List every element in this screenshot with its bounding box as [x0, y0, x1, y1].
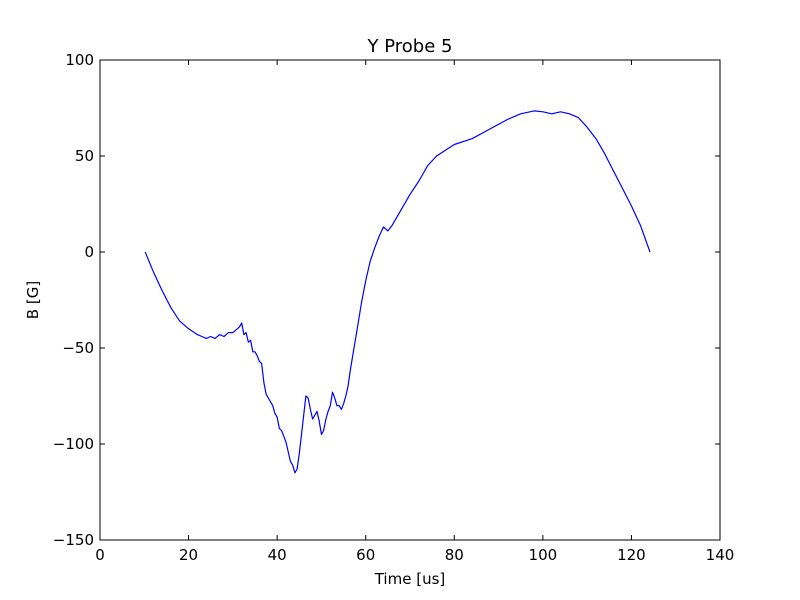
x-tick-label: 0	[95, 546, 105, 564]
y-axis-label: B [G]	[24, 281, 42, 319]
x-tick-label: 120	[617, 546, 646, 564]
y-tick-label: −50	[62, 339, 94, 357]
y-tick-label: 0	[84, 243, 94, 261]
y-tick-label: −150	[53, 531, 94, 549]
y-tick-label: −100	[53, 435, 94, 453]
plot-area: 0 20 40 60 80 100 120 140 −150 −100 −50 0 50 100	[53, 51, 735, 564]
series-line-0	[144, 110, 651, 474]
x-tick-label: 60	[356, 546, 375, 564]
x-tick-label: 140	[706, 546, 735, 564]
y-tick-label: 50	[75, 147, 94, 165]
x-tick-label: 20	[179, 546, 198, 564]
x-tick-label: 80	[445, 546, 464, 564]
chart-title: Y Probe 5	[367, 36, 453, 57]
x-axis-label: Time [us]	[374, 570, 446, 588]
x-tick-label: 100	[529, 546, 558, 564]
plot-frame	[99, 59, 721, 541]
y-tick-label: 100	[65, 51, 94, 69]
x-tick-label: 40	[268, 546, 287, 564]
